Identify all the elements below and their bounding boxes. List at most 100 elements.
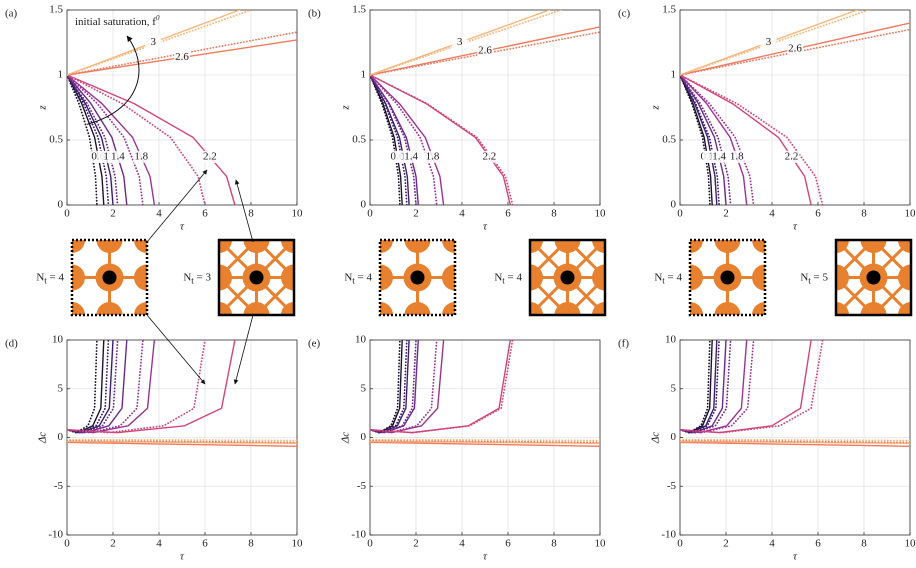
curve-label: 1.4 [404, 150, 418, 162]
curve-label: 2.2 [203, 150, 217, 162]
y-tick-label: 0.5 [662, 134, 676, 146]
series-line [67, 340, 104, 433]
series-layer [680, 10, 910, 205]
series-line [67, 340, 235, 433]
curve-label: 1.8 [134, 150, 148, 162]
panel: 0246810-10-50510τΔc(e) [308, 334, 606, 563]
curve-label: 1 [103, 150, 109, 162]
y-tick-label: 5 [671, 382, 677, 394]
x-tick-label: 0 [677, 208, 683, 220]
annotation-text: initial saturation, f [75, 16, 156, 28]
x-tick-label: 2 [723, 538, 729, 550]
pore-core [867, 271, 881, 285]
x-tick-label: 0 [64, 538, 70, 550]
label-base: N [800, 271, 808, 283]
x-tick-label: 8 [861, 208, 867, 220]
curve-label: 3 [766, 36, 772, 48]
series-line [680, 439, 910, 440]
x-tick-label: 10 [292, 538, 304, 550]
label-rest: = 4 [505, 271, 523, 283]
x-tick-label: 4 [769, 538, 775, 550]
y-tick-label: 5 [361, 382, 367, 394]
series-layer [680, 340, 910, 446]
x-tick-label: 4 [459, 538, 465, 550]
lattice-label: Nt = 4 [654, 271, 682, 286]
pore-core [721, 271, 735, 285]
y-axis-label: z [37, 105, 49, 111]
annotation-sup: 0 [156, 14, 160, 22]
y-tick-label: 0.5 [352, 134, 366, 146]
x-axis-label: τ [483, 551, 488, 563]
panel: 024681000.511.5τz(b)0.611.41.82.22.63 [308, 4, 606, 233]
lattice-label: Nt = 4 [494, 271, 522, 286]
series-line [67, 340, 97, 433]
curve-label: 2.2 [785, 150, 799, 162]
curve-label: 3 [457, 36, 463, 48]
lattice-body [206, 227, 307, 328]
curve-label: 2.2 [482, 150, 496, 162]
lattice-body [367, 227, 468, 328]
y-axis-label: Δc [650, 432, 662, 444]
y-tick-label: -5 [357, 480, 367, 492]
x-tick-label: 2 [413, 538, 419, 550]
y-axis-label: Δc [37, 432, 49, 444]
label-rest: = 4 [47, 271, 65, 283]
connector-arrow [235, 315, 253, 384]
x-tick-label: 0 [367, 538, 373, 550]
x-axis-label: τ [483, 221, 488, 233]
lattice-label: Nt = 3 [183, 271, 211, 286]
panel: 024681000.511.5τz(a)0.611.41.82.22.63ini… [5, 4, 303, 233]
y-tick-label: -5 [54, 480, 64, 492]
lattice-body [59, 227, 160, 328]
label-rest: = 4 [665, 271, 683, 283]
y-axis-label: Δc [340, 432, 352, 444]
x-tick-label: 10 [595, 538, 607, 550]
x-tick-label: 6 [505, 538, 511, 550]
y-tick-label: -10 [48, 529, 63, 541]
x-tick-label: 6 [202, 208, 208, 220]
lattice-body [677, 227, 778, 328]
lattice: Nt = 3 [183, 227, 307, 328]
y-tick-label: 0.5 [49, 134, 63, 146]
pore-core [411, 271, 425, 285]
lattice-label: Nt = 4 [344, 271, 372, 286]
lattice: Nt = 4 [494, 227, 618, 328]
x-tick-label: 8 [551, 538, 557, 550]
lattice-label: Nt = 5 [800, 271, 828, 286]
lattice-label: Nt = 4 [36, 271, 64, 286]
lattice: Nt = 4 [36, 227, 160, 328]
x-tick-label: 4 [156, 538, 162, 550]
curve-label: 2.6 [788, 43, 802, 55]
y-tick-label: 0 [361, 431, 367, 443]
pore-core [561, 271, 575, 285]
annotation: initial saturation, f0 [75, 14, 160, 28]
x-tick-label: 10 [292, 208, 304, 220]
series-layer [67, 340, 297, 446]
x-tick-label: 10 [905, 538, 916, 550]
x-tick-label: 10 [905, 208, 916, 220]
series-line [370, 340, 437, 433]
y-tick-label: -10 [351, 529, 366, 541]
x-tick-label: 8 [551, 208, 557, 220]
series-line [370, 340, 402, 433]
curve-label: 1.4 [712, 150, 726, 162]
x-axis-label: τ [793, 221, 798, 233]
label-rest: = 5 [811, 271, 829, 283]
x-tick-label: 2 [723, 208, 729, 220]
series-line [370, 439, 600, 440]
x-tick-label: 0 [677, 538, 683, 550]
curve-label: 2.6 [175, 51, 189, 63]
panel-label: (c) [618, 8, 631, 20]
panel: 024681000.511.5τz(c)0.611.41.82.22.63 [618, 4, 916, 233]
x-tick-label: 10 [595, 208, 607, 220]
connector-arrow [147, 170, 207, 242]
curve-label: 2.6 [478, 44, 492, 56]
x-tick-label: 2 [413, 208, 419, 220]
y-tick-label: 10 [355, 334, 367, 346]
x-tick-label: 0 [367, 208, 373, 220]
curve-label: 1.8 [730, 150, 744, 162]
y-tick-label: 0 [58, 199, 64, 211]
y-tick-label: 10 [665, 334, 677, 346]
curve-label: 3 [151, 36, 157, 48]
series-line [680, 340, 712, 433]
